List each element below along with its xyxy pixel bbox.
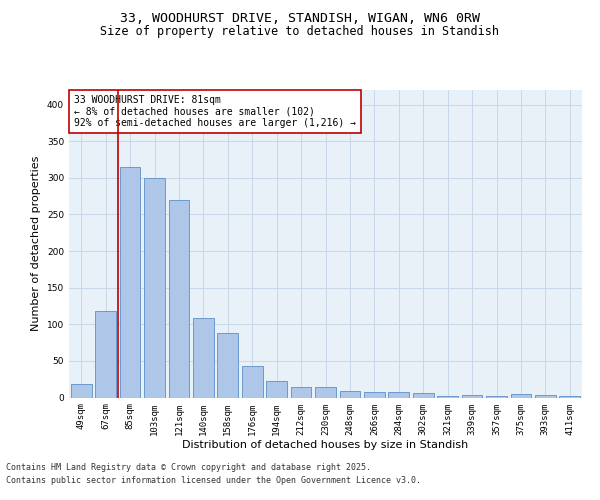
Text: Size of property relative to detached houses in Standish: Size of property relative to detached ho… [101, 25, 499, 38]
Y-axis label: Number of detached properties: Number of detached properties [31, 156, 41, 332]
Text: 33, WOODHURST DRIVE, STANDISH, WIGAN, WN6 0RW: 33, WOODHURST DRIVE, STANDISH, WIGAN, WN… [120, 12, 480, 26]
Bar [559, 396, 580, 398]
Text: 33 WOODHURST DRIVE: 81sqm
← 8% of detached houses are smaller (102)
92% of semi-: 33 WOODHURST DRIVE: 81sqm ← 8% of detach… [74, 94, 356, 128]
Bar [437, 396, 458, 398]
Bar [461, 396, 482, 398]
Bar [193, 318, 214, 398]
Bar [388, 392, 409, 398]
Text: Contains public sector information licensed under the Open Government Licence v3: Contains public sector information licen… [6, 476, 421, 485]
X-axis label: Distribution of detached houses by size in Standish: Distribution of detached houses by size … [182, 440, 469, 450]
Bar [266, 382, 287, 398]
Bar [169, 200, 190, 398]
Bar [315, 386, 336, 398]
Bar [535, 396, 556, 398]
Bar [71, 384, 92, 398]
Text: Contains HM Land Registry data © Crown copyright and database right 2025.: Contains HM Land Registry data © Crown c… [6, 462, 371, 471]
Bar [486, 396, 507, 398]
Bar [511, 394, 532, 398]
Bar [290, 386, 311, 398]
Bar [364, 392, 385, 398]
Bar [217, 333, 238, 398]
Bar [95, 311, 116, 398]
Bar [119, 167, 140, 398]
Bar [413, 393, 434, 398]
Bar [144, 178, 165, 398]
Bar [242, 366, 263, 398]
Bar [340, 391, 361, 398]
